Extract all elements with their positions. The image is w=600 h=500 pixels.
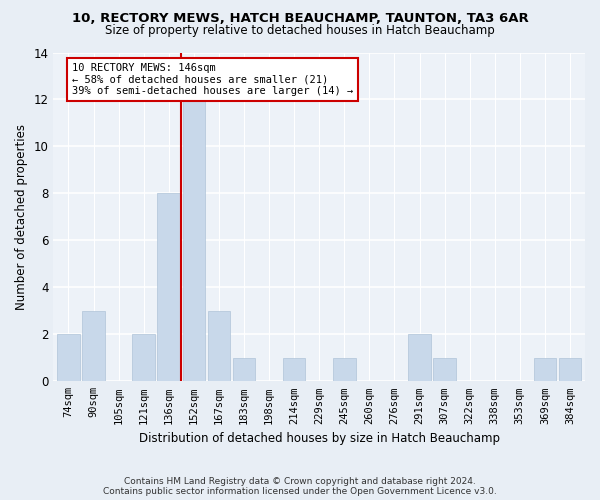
Text: 10, RECTORY MEWS, HATCH BEAUCHAMP, TAUNTON, TA3 6AR: 10, RECTORY MEWS, HATCH BEAUCHAMP, TAUNT… xyxy=(71,12,529,26)
Bar xyxy=(208,311,230,382)
Y-axis label: Number of detached properties: Number of detached properties xyxy=(15,124,28,310)
Bar xyxy=(333,358,356,382)
Bar xyxy=(559,358,581,382)
Bar xyxy=(157,194,180,382)
Bar xyxy=(433,358,456,382)
Bar xyxy=(133,334,155,382)
Text: 10 RECTORY MEWS: 146sqm
← 58% of detached houses are smaller (21)
39% of semi-de: 10 RECTORY MEWS: 146sqm ← 58% of detache… xyxy=(72,63,353,96)
Bar xyxy=(408,334,431,382)
Text: Contains HM Land Registry data © Crown copyright and database right 2024.
Contai: Contains HM Land Registry data © Crown c… xyxy=(103,476,497,496)
Bar xyxy=(182,100,205,382)
Text: Size of property relative to detached houses in Hatch Beauchamp: Size of property relative to detached ho… xyxy=(105,24,495,37)
Bar xyxy=(233,358,255,382)
Bar xyxy=(533,358,556,382)
Bar xyxy=(283,358,305,382)
Bar xyxy=(57,334,80,382)
X-axis label: Distribution of detached houses by size in Hatch Beauchamp: Distribution of detached houses by size … xyxy=(139,432,500,445)
Bar xyxy=(82,311,105,382)
